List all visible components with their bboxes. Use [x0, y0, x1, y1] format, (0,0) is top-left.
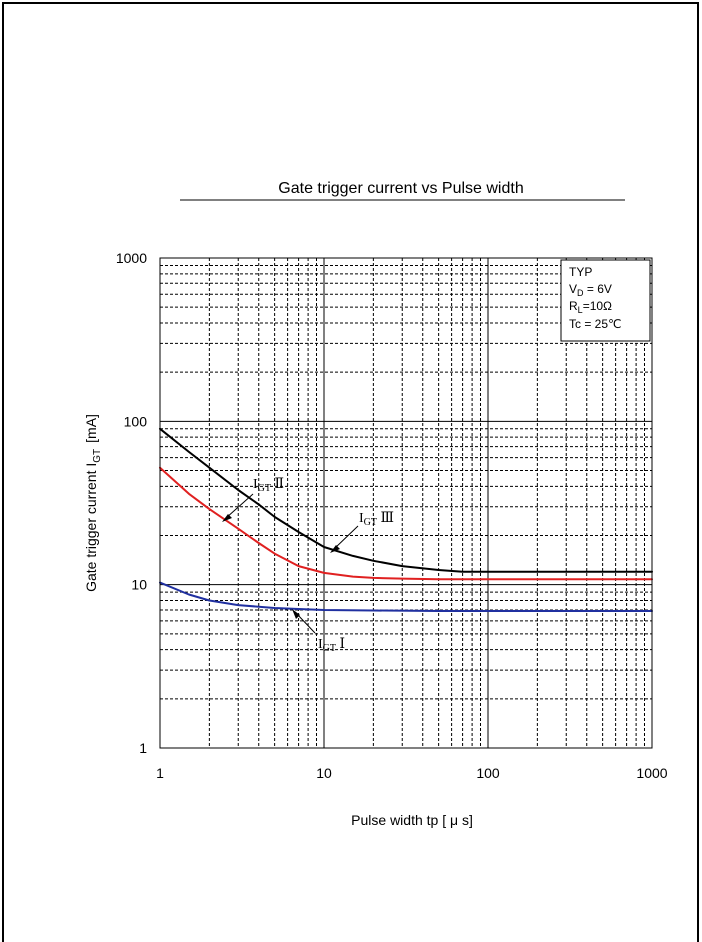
conditions-line-2-main: V — [569, 282, 577, 296]
y-axis-label-unit: [mA] — [83, 414, 99, 443]
y-tick-label: 10 — [131, 577, 147, 593]
label-igt-2: IGT Ⅱ — [222, 477, 284, 522]
curve-igt-1 — [159, 581, 653, 612]
label-igt-2-text: IGT Ⅱ — [253, 477, 284, 494]
x-tick-label: 100 — [476, 765, 500, 781]
label-igt-2-arrow — [225, 493, 254, 519]
label-igt-3: IGT Ⅲ — [330, 511, 394, 553]
label-igt-3-rest: Ⅲ — [377, 511, 394, 526]
conditions-line-3: RL=10Ω — [569, 299, 612, 315]
x-tick-label: 1000 — [636, 765, 667, 781]
conditions-line-2-rest: = 6V — [584, 282, 612, 296]
conditions-line-1: TYP — [569, 265, 592, 279]
label-igt-2-main: I — [253, 477, 258, 492]
conditions-line-3-sub: L — [578, 305, 583, 315]
conditions-box-border — [560, 259, 651, 342]
tick-labels: 1 10 100 1000 1 10 100 1000 — [116, 250, 668, 781]
conditions-line-3-rest: =10Ω — [583, 299, 612, 313]
label-igt-3-main: I — [359, 511, 364, 526]
x-axis-label: Pulse width tp [ μ s] — [351, 812, 473, 828]
label-igt-1-arrowhead — [292, 609, 300, 619]
label-igt-3-sub: GT — [364, 517, 377, 528]
conditions-line-3-main: R — [569, 299, 578, 313]
y-axis-label: Gate trigger current IGT [mA] — [83, 414, 103, 592]
label-igt-1-text: IGT Ⅰ — [318, 637, 345, 654]
label-igt-2-arrowhead — [222, 514, 232, 522]
chart-title: Gate trigger current vs Pulse width — [278, 180, 523, 197]
label-igt-1: IGT Ⅰ — [292, 609, 345, 654]
y-axis-label-main: Gate trigger current I — [83, 463, 99, 592]
conditions-line-4: Tc = 25℃ — [569, 317, 622, 331]
y-tick-label: 100 — [124, 413, 148, 429]
label-igt-1-arrow — [295, 612, 316, 634]
conditions-line-2: VD = 6V — [569, 282, 612, 298]
x-tick-label: 10 — [316, 765, 332, 781]
y-tick-label: 1000 — [116, 250, 147, 266]
conditions-line-2-sub: D — [577, 288, 584, 298]
curve-igt-3 — [159, 427, 653, 573]
x-tick-label: 1 — [156, 765, 164, 781]
plot-border — [159, 257, 653, 749]
label-igt-3-text: IGT Ⅲ — [359, 511, 394, 528]
label-igt-1-rest: Ⅰ — [336, 637, 345, 652]
label-igt-1-main: I — [318, 637, 323, 652]
conditions-box: TYP VD = 6V RL=10Ω Tc = 25℃ — [560, 259, 651, 342]
y-tick-label: 1 — [139, 740, 147, 756]
curve-igt-2 — [159, 466, 653, 581]
label-igt-2-sub: GT — [258, 483, 271, 494]
label-igt-2-rest: Ⅱ — [271, 477, 284, 492]
label-igt-3-arrowhead — [330, 545, 340, 553]
y-axis-label-sub: GT — [92, 449, 103, 463]
label-igt-1-sub: GT — [323, 643, 336, 654]
label-igt-3-arrow — [333, 525, 359, 550]
curves — [159, 427, 653, 612]
